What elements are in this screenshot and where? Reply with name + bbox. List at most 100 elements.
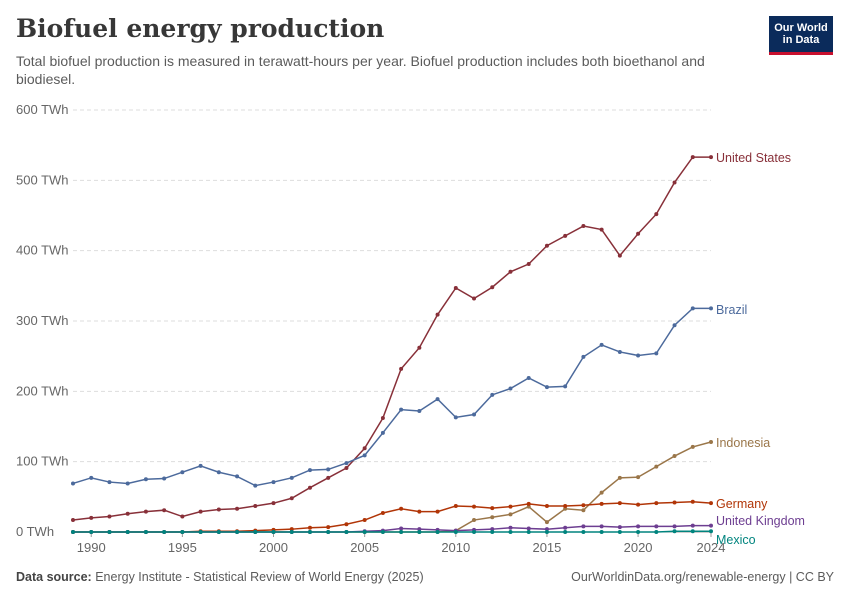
data-point[interactable] (380, 530, 385, 534)
data-point[interactable] (107, 480, 112, 485)
data-point[interactable] (617, 501, 622, 506)
data-point[interactable] (435, 312, 440, 317)
data-point[interactable] (380, 416, 385, 421)
data-point[interactable] (581, 530, 586, 534)
series-label[interactable]: Mexico (716, 533, 756, 547)
data-point[interactable] (399, 407, 404, 412)
series-line[interactable] (73, 530, 711, 533)
data-point[interactable] (472, 530, 477, 534)
data-point[interactable] (198, 509, 203, 514)
data-point[interactable] (508, 269, 513, 274)
data-point[interactable] (563, 233, 568, 238)
data-point[interactable] (399, 506, 404, 511)
data-point[interactable] (526, 501, 531, 506)
data-point[interactable] (289, 527, 294, 532)
data-point[interactable] (709, 306, 713, 311)
data-point[interactable] (362, 446, 367, 451)
data-point[interactable] (617, 253, 622, 258)
data-point[interactable] (526, 530, 531, 534)
data-point[interactable] (271, 530, 276, 534)
data-point[interactable] (636, 475, 641, 480)
data-point[interactable] (71, 518, 75, 523)
data-point[interactable] (435, 397, 440, 402)
data-point[interactable] (617, 349, 622, 354)
series-label[interactable]: Germany (716, 497, 768, 511)
data-point[interactable] (672, 454, 677, 459)
data-point[interactable] (253, 530, 258, 534)
data-point[interactable] (690, 155, 695, 160)
data-point[interactable] (180, 470, 185, 475)
data-point[interactable] (417, 345, 422, 350)
owid-logo[interactable]: Our World in Data (769, 16, 833, 55)
data-point[interactable] (654, 524, 659, 529)
data-point[interactable] (326, 525, 331, 530)
data-point[interactable] (508, 512, 513, 517)
data-point[interactable] (89, 515, 94, 520)
data-point[interactable] (526, 375, 531, 380)
data-point[interactable] (617, 475, 622, 480)
data-point[interactable] (235, 506, 240, 511)
data-point[interactable] (472, 296, 477, 301)
data-point[interactable] (453, 415, 458, 420)
data-point[interactable] (472, 412, 477, 417)
data-point[interactable] (563, 530, 568, 534)
data-point[interactable] (490, 392, 495, 397)
data-point[interactable] (289, 530, 294, 534)
data-point[interactable] (216, 530, 221, 534)
data-point[interactable] (180, 514, 185, 519)
data-point[interactable] (435, 530, 440, 534)
data-point[interactable] (417, 527, 422, 532)
series-label[interactable]: United States (716, 151, 791, 165)
data-point[interactable] (307, 525, 312, 530)
data-point[interactable] (672, 529, 677, 534)
series-line[interactable] (72, 156, 711, 521)
data-point[interactable] (617, 525, 622, 530)
series-indonesia[interactable] (71, 439, 713, 534)
data-point[interactable] (453, 530, 458, 534)
data-point[interactable] (490, 506, 495, 511)
data-point[interactable] (162, 476, 167, 481)
data-point[interactable] (599, 524, 604, 529)
data-point[interactable] (690, 306, 695, 311)
data-point[interactable] (399, 366, 404, 371)
data-point[interactable] (453, 503, 458, 508)
data-point[interactable] (526, 504, 531, 509)
data-point[interactable] (253, 483, 258, 488)
data-point[interactable] (289, 496, 294, 501)
data-point[interactable] (581, 508, 586, 513)
data-point[interactable] (563, 506, 568, 511)
data-point[interactable] (289, 475, 294, 480)
data-point[interactable] (417, 509, 422, 514)
data-point[interactable] (508, 525, 513, 530)
data-point[interactable] (417, 409, 422, 414)
series-line[interactable] (73, 524, 711, 533)
data-point[interactable] (490, 527, 495, 532)
data-point[interactable] (636, 524, 641, 529)
data-point[interactable] (599, 530, 604, 534)
data-point[interactable] (472, 518, 477, 523)
data-point[interactable] (143, 530, 148, 534)
data-point[interactable] (399, 530, 404, 534)
data-point[interactable] (380, 430, 385, 435)
data-point[interactable] (89, 530, 94, 534)
data-point[interactable] (508, 504, 513, 509)
data-point[interactable] (672, 323, 677, 328)
data-point[interactable] (563, 525, 568, 530)
data-point[interactable] (326, 467, 331, 472)
data-point[interactable] (636, 530, 641, 534)
data-point[interactable] (344, 465, 349, 470)
data-point[interactable] (143, 509, 148, 514)
data-point[interactable] (490, 530, 495, 534)
data-point[interactable] (654, 464, 659, 469)
data-point[interactable] (672, 524, 677, 529)
data-point[interactable] (636, 353, 641, 358)
data-point[interactable] (690, 444, 695, 449)
data-point[interactable] (89, 475, 94, 480)
data-point[interactable] (453, 285, 458, 290)
data-point[interactable] (526, 526, 531, 531)
series-line[interactable] (73, 441, 712, 533)
data-point[interactable] (71, 530, 75, 534)
data-point[interactable] (143, 477, 148, 482)
data-point[interactable] (417, 530, 422, 534)
data-point[interactable] (654, 351, 659, 356)
